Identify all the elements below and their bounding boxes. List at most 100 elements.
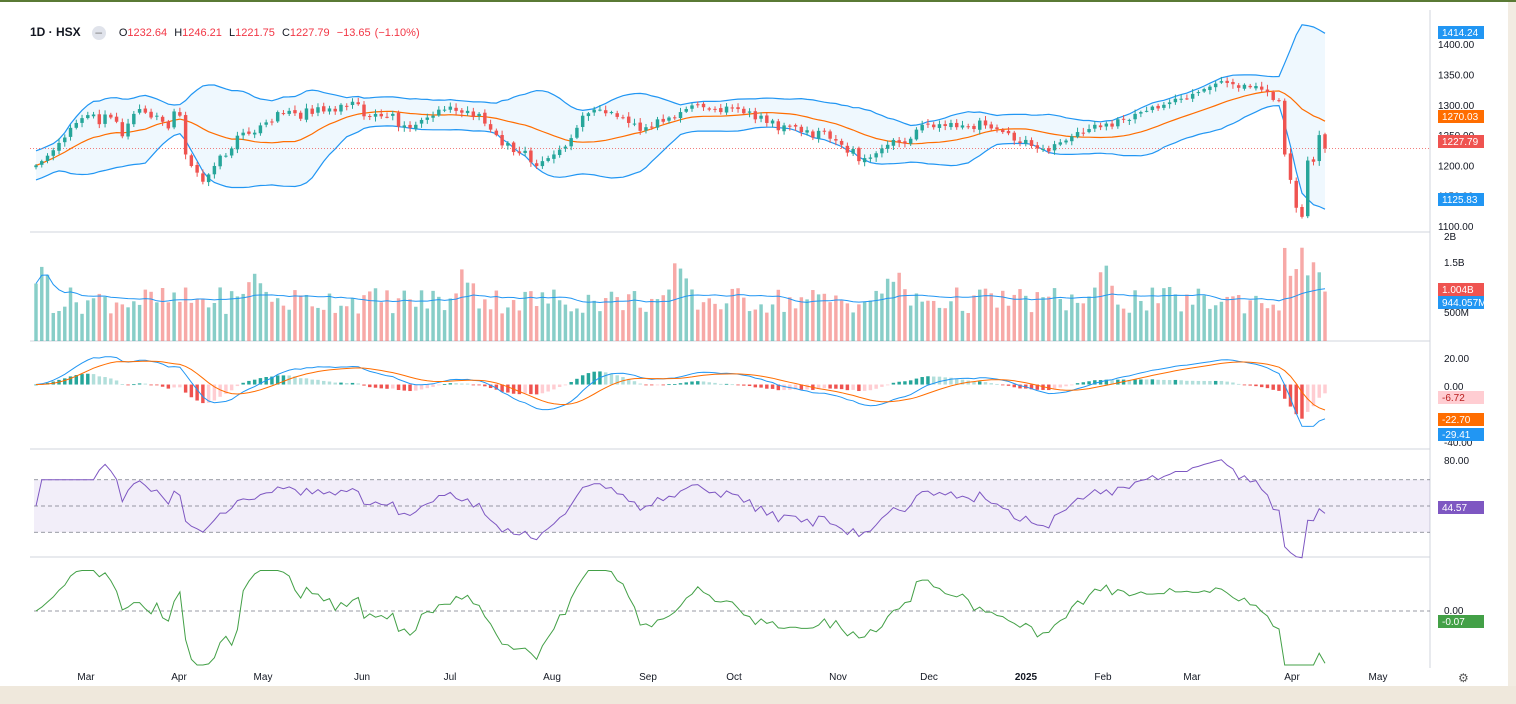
macd-histogram-bar [943,377,947,385]
macd-histogram-bar [258,378,263,385]
macd-histogram-bar [1277,384,1281,391]
macd-histogram-bar [609,373,614,385]
candle [626,112,631,128]
macd-histogram-bar [114,380,119,385]
volume-bar [1254,295,1258,341]
rsi-line [35,459,1326,559]
time-axis: Mar Apr May Jun Jul Aug Sep Oct Nov Dec 2025 Feb Mar… [77,672,1387,683]
candle [534,159,539,169]
candle-body [747,111,752,113]
volume-bar [931,300,936,341]
volume-bar [166,302,171,341]
candle-body [275,112,280,122]
volume-bar [1093,287,1097,341]
candle [868,154,873,163]
candle-body [74,122,79,128]
volume-bar [414,306,418,341]
candle [1041,144,1045,153]
volume-bar [972,295,976,341]
candle-body [638,122,642,131]
candle-body [586,113,591,117]
candle [448,102,453,113]
candle [1029,137,1034,149]
volume-bar [1219,301,1224,341]
macd-histogram-bar [696,381,700,385]
macd-histogram-bar [356,383,360,385]
macd-histogram-bar [770,384,775,389]
candle-body [1110,123,1114,127]
candle-body [1116,119,1120,127]
candle-body [160,116,165,122]
candle-body [477,113,481,117]
candle [1162,101,1166,111]
macd-histogram-bar [247,380,251,385]
volume-bar [327,293,332,341]
volume-bar [770,304,775,341]
candle-body [920,124,924,131]
macd-histogram-bar [1213,380,1218,385]
candle [500,130,504,149]
candle [1001,128,1005,134]
candle [356,97,360,106]
volume-bar [1213,305,1218,341]
ma-label-bg [1438,110,1484,123]
volume-bar [494,290,499,341]
volume-bar [903,289,907,341]
candle [385,112,389,119]
macd-histogram-bar [97,376,102,385]
candle-body [1282,100,1287,155]
macd-histogram-bar [834,384,838,389]
candle-body [1265,89,1270,93]
candle-body [1162,104,1166,108]
oscillator-tick-label: 0.00 [1444,606,1464,617]
candle-body [494,130,499,136]
volume-bar [1144,310,1149,341]
candle-body [828,131,832,139]
candle-body [690,105,694,109]
candle [880,144,884,158]
high-key: H [174,27,183,39]
candle-body [678,112,683,119]
bb-upper-label-bg [1438,26,1484,39]
hide-icon[interactable]: – [91,26,106,41]
gear-icon[interactable]: ⚙ [1458,671,1469,685]
candle [724,103,729,115]
candle-body [701,103,706,108]
candle [1208,84,1212,95]
candle-body [1288,153,1293,180]
macd-histogram-bar [293,376,297,385]
macd-histogram-bar [1294,384,1298,415]
symbol-label[interactable]: 1D · HSX [30,25,81,39]
candle [983,116,988,129]
candle-body [931,124,936,128]
candle-body [1185,98,1189,100]
macd-histogram-bar [1064,384,1068,387]
chart-canvas[interactable]: 1400.001350.001300.001250.001200.001150.… [0,0,1508,686]
volume-bar [247,282,251,341]
macd-histogram-bar [523,384,527,394]
candle [857,146,861,165]
candle [1098,122,1103,131]
candle-body [661,118,665,122]
volume-bar [57,311,61,341]
candle-body [995,127,999,130]
candle [51,147,55,161]
volume-tick-label: 500M [1444,308,1469,319]
candle-body [880,148,884,154]
candle [1156,103,1160,111]
candle-body [51,150,55,156]
candle-body [183,115,188,155]
volume-bar [707,298,711,341]
candle-body [1093,124,1097,129]
candle [396,110,401,132]
candle-body [603,110,608,114]
candle-body [816,130,821,139]
macd-histogram-bar [592,371,596,385]
volume-ma-label-text: 944.057M [1442,298,1486,309]
macd-histogram-bar [379,384,383,389]
candle [1277,98,1281,103]
volume-bar [1116,304,1120,341]
candle [621,114,625,120]
volume-bar [264,291,268,341]
candle [172,108,176,130]
